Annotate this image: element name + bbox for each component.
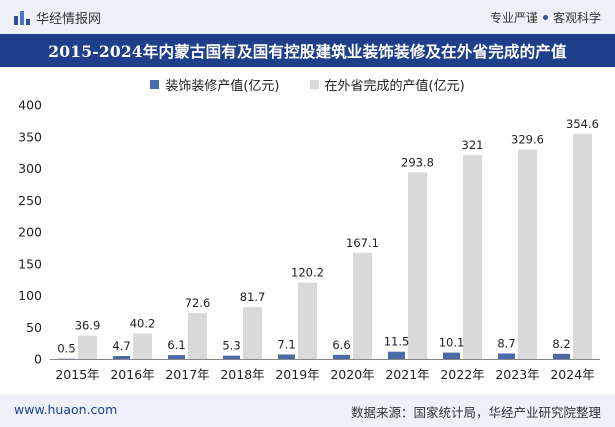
x-tick-label: 2020年 [330, 367, 374, 382]
data-label-decoration: 4.7 [112, 339, 130, 353]
data-label-outside-province: 321 [462, 138, 484, 152]
slogan: 专业严谨 客观科学 [490, 9, 601, 26]
data-label-outside-province: 72.6 [185, 296, 211, 310]
footer-bar: www.huaon.com 数据来源：国家统计局，华经产业研究院整理 [0, 394, 615, 427]
data-label-decoration: 0.5 [57, 342, 75, 356]
bar-decoration [388, 351, 405, 359]
brand-logo-icon [14, 10, 30, 26]
bar-outside-province [463, 155, 482, 359]
top-bar: 华经情报网 专业严谨 客观科学 [0, 0, 615, 34]
x-tick-label: 2016年 [110, 367, 154, 382]
bar-decoration [553, 353, 570, 359]
data-label-outside-province: 167.1 [346, 236, 379, 250]
x-tick-label: 2017年 [165, 367, 209, 382]
bar-outside-province [573, 133, 592, 359]
bar-decoration [443, 352, 460, 359]
y-tick-label: 150 [18, 256, 42, 271]
bar-outside-province [133, 333, 152, 359]
title-bar: 2015-2024年内蒙古国有及国有控股建筑业装饰装修及在外省完成的产值 [0, 34, 615, 67]
legend-label-decoration: 装饰装修产值(亿元) [165, 78, 280, 94]
x-tick-label: 2015年 [55, 367, 99, 382]
bar-outside-province [353, 252, 372, 359]
legend-item-outside: 在外省完成的产值(亿元) [309, 75, 465, 94]
x-tick-label: 2021年 [385, 367, 429, 382]
legend-item-decoration: 装饰装修产值(亿元) [150, 75, 280, 94]
footer-website-link[interactable]: www.huaon.com [14, 402, 118, 417]
data-label-outside-province: 120.2 [291, 266, 324, 280]
y-tick-label: 250 [18, 193, 42, 208]
y-tick-label: 100 [18, 288, 42, 303]
bar-outside-province [78, 335, 97, 359]
data-label-decoration: 8.7 [497, 336, 515, 350]
bar-outside-province [243, 307, 262, 359]
y-tick-label: 300 [18, 161, 42, 176]
data-label-outside-province: 36.9 [75, 319, 101, 333]
data-label-outside-province: 329.6 [511, 133, 544, 147]
y-tick-label: 50 [26, 320, 42, 335]
bar-decoration [333, 354, 350, 359]
y-tick-label: 0 [34, 352, 42, 367]
x-tick-label: 2018年 [220, 367, 264, 382]
x-tick-label: 2023年 [495, 367, 539, 382]
bar-outside-province [188, 312, 207, 359]
data-label-decoration: 6.1 [167, 338, 185, 352]
slogan-right: 客观科学 [552, 11, 601, 25]
data-label-outside-province: 293.8 [401, 155, 434, 169]
legend-swatch-outside [309, 79, 319, 89]
data-label-decoration: 5.3 [222, 339, 240, 353]
data-label-decoration: 11.5 [384, 335, 410, 349]
bar-decoration [168, 355, 185, 359]
x-tick-label: 2022年 [440, 367, 484, 382]
bar-outside-province [518, 149, 537, 359]
bar-decoration [223, 355, 240, 359]
bar-decoration [498, 353, 515, 359]
data-label-decoration: 6.6 [332, 338, 350, 352]
footer-source: 数据来源：国家统计局，华经产业研究院整理 [350, 405, 601, 420]
bar-decoration [113, 356, 130, 359]
data-label-decoration: 8.2 [552, 337, 570, 351]
x-tick-label: 2019年 [275, 367, 319, 382]
bullet-dot-icon [542, 15, 548, 20]
bar-decoration [278, 354, 295, 359]
brand[interactable]: 华经情报网 [14, 8, 101, 27]
chart-legend: 装饰装修产值(亿元) 在外省完成的产值(亿元) [0, 75, 615, 94]
legend-label-outside: 在外省完成的产值(亿元) [324, 78, 465, 94]
bar-chart: 0 50 100 150 200 250 300 350 400 0.536.9 2015年 4.74… [18, 98, 600, 382]
legend-swatch-decoration [150, 79, 160, 89]
data-label-outside-province: 81.7 [240, 290, 266, 304]
data-label-outside-province: 40.2 [130, 316, 156, 330]
data-label-decoration: 10.1 [439, 336, 465, 350]
y-tick-label: 350 [18, 129, 42, 144]
y-tick-label: 400 [18, 98, 42, 113]
data-label-decoration: 7.1 [277, 337, 295, 351]
y-tick-label: 200 [18, 225, 42, 240]
brand-name: 华经情报网 [36, 12, 102, 27]
data-label-outside-province: 354.6 [566, 117, 599, 131]
chart-title: 2015-2024年内蒙古国有及国有控股建筑业装饰装修及在外省完成的产值 [48, 41, 567, 61]
slogan-left: 专业严谨 [489, 11, 538, 25]
bar-outside-province [408, 172, 427, 359]
bar-outside-province [298, 282, 317, 359]
x-tick-label: 2024年 [550, 367, 594, 382]
